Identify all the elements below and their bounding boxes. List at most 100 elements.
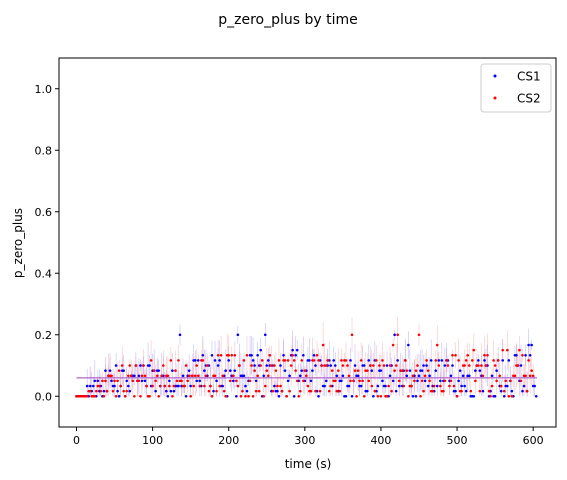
data-point-cs1 bbox=[483, 359, 486, 362]
data-point-cs1 bbox=[122, 369, 125, 372]
data-point-cs1 bbox=[530, 343, 533, 347]
data-point-cs1 bbox=[242, 374, 246, 378]
data-point-cs2 bbox=[414, 369, 418, 372]
data-point-cs2 bbox=[504, 379, 508, 383]
data-point-cs2 bbox=[300, 359, 304, 362]
data-point-cs2 bbox=[174, 369, 177, 372]
data-point-cs2 bbox=[184, 364, 188, 367]
data-point-cs1 bbox=[201, 353, 205, 357]
data-point-cs2 bbox=[93, 394, 97, 398]
y-tick-label: 0.0 bbox=[35, 390, 53, 403]
data-point-cs2 bbox=[131, 379, 135, 383]
data-point-cs2 bbox=[256, 374, 259, 378]
data-point-cs2 bbox=[434, 359, 438, 362]
data-point-cs2 bbox=[289, 364, 293, 367]
data-point-cs1 bbox=[137, 374, 141, 378]
data-point-cs1 bbox=[172, 389, 176, 393]
data-point-cs2 bbox=[122, 389, 125, 393]
data-point-cs2 bbox=[464, 359, 468, 362]
data-point-cs2 bbox=[338, 389, 342, 393]
data-point-cs2 bbox=[510, 394, 514, 398]
data-point-cs1 bbox=[110, 379, 113, 383]
data-point-cs1 bbox=[224, 369, 227, 372]
x-tick-label: 400 bbox=[370, 434, 391, 447]
data-point-cs1 bbox=[434, 369, 438, 372]
data-point-cs2 bbox=[207, 389, 211, 393]
data-point-cs1 bbox=[474, 369, 477, 372]
data-point-cs1 bbox=[393, 333, 396, 337]
data-point-cs1 bbox=[294, 353, 298, 357]
data-point-cs2 bbox=[292, 359, 296, 362]
legend-box bbox=[480, 63, 552, 113]
data-point-cs2 bbox=[279, 384, 282, 388]
data-point-cs1 bbox=[277, 394, 281, 398]
data-point-cs2 bbox=[487, 389, 491, 393]
data-point-cs2 bbox=[190, 374, 194, 378]
plot-marks bbox=[75, 317, 538, 398]
data-point-cs2 bbox=[285, 394, 288, 398]
data-point-cs1 bbox=[314, 364, 317, 367]
data-point-cs1 bbox=[435, 384, 439, 388]
data-point-cs2 bbox=[372, 364, 375, 367]
data-point-cs1 bbox=[256, 353, 259, 357]
data-point-cs2 bbox=[192, 384, 196, 388]
data-point-cs2 bbox=[375, 359, 378, 362]
data-point-cs2 bbox=[519, 379, 523, 383]
data-point-cs2 bbox=[235, 379, 238, 383]
data-point-cs2 bbox=[204, 374, 208, 378]
data-point-cs2 bbox=[280, 389, 284, 393]
plot-frame bbox=[58, 57, 557, 428]
data-point-cs1 bbox=[213, 359, 217, 362]
data-point-cs2 bbox=[111, 389, 115, 393]
data-point-cs1 bbox=[524, 353, 527, 357]
data-point-cs1 bbox=[169, 389, 173, 393]
data-point-cs2 bbox=[318, 389, 322, 393]
y-tick-label: 0.8 bbox=[35, 144, 53, 157]
data-point-cs2 bbox=[203, 384, 206, 388]
data-point-cs1 bbox=[329, 364, 333, 367]
data-point-cs2 bbox=[425, 359, 428, 362]
data-point-cs1 bbox=[457, 379, 460, 383]
data-point-cs1 bbox=[528, 353, 532, 357]
data-point-cs2 bbox=[333, 379, 337, 383]
data-point-cs2 bbox=[125, 389, 129, 393]
data-point-cs2 bbox=[85, 394, 89, 398]
data-point-cs1 bbox=[177, 384, 180, 388]
data-point-cs1 bbox=[411, 394, 415, 398]
data-point-cs2 bbox=[448, 384, 451, 388]
x-tick-label: 500 bbox=[447, 434, 468, 447]
data-point-cs1 bbox=[502, 394, 506, 398]
data-point-cs2 bbox=[302, 379, 305, 383]
data-point-cs2 bbox=[161, 364, 165, 367]
data-point-cs1 bbox=[490, 374, 494, 378]
data-point-cs1 bbox=[221, 384, 224, 388]
data-point-cs2 bbox=[391, 343, 395, 347]
data-point-cs1 bbox=[422, 364, 425, 367]
data-point-cs2 bbox=[493, 364, 497, 367]
data-point-cs2 bbox=[469, 389, 473, 393]
data-point-cs2 bbox=[423, 374, 427, 378]
data-point-cs1 bbox=[96, 379, 100, 383]
data-point-cs2 bbox=[262, 394, 266, 398]
data-point-cs2 bbox=[198, 384, 202, 388]
legend-label-cs1: CS1 bbox=[517, 70, 541, 84]
data-point-cs2 bbox=[288, 389, 291, 393]
data-point-cs1 bbox=[300, 369, 304, 372]
data-point-cs1 bbox=[259, 348, 262, 352]
y-tick-label: 1.0 bbox=[35, 83, 53, 96]
data-point-cs2 bbox=[463, 364, 466, 367]
data-point-cs1 bbox=[396, 359, 399, 362]
data-point-cs1 bbox=[481, 389, 485, 393]
data-point-cs1 bbox=[317, 394, 320, 398]
data-point-cs2 bbox=[480, 364, 483, 367]
data-point-cs2 bbox=[530, 369, 533, 372]
data-point-cs1 bbox=[505, 384, 509, 388]
data-point-cs1 bbox=[291, 348, 294, 352]
x-tick-label: 200 bbox=[218, 434, 239, 447]
data-point-cs2 bbox=[152, 369, 156, 372]
data-point-cs1 bbox=[397, 384, 401, 388]
data-point-cs2 bbox=[137, 379, 141, 383]
data-point-cs2 bbox=[227, 353, 231, 357]
data-point-cs2 bbox=[99, 389, 103, 393]
